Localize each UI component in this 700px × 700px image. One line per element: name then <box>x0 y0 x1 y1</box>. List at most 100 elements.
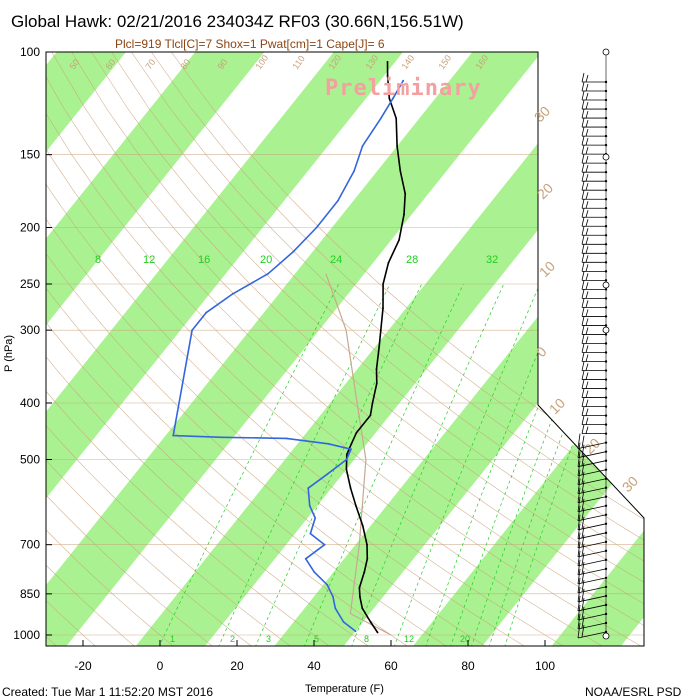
wind-barb-flag <box>581 406 585 416</box>
wind-barb-flag <box>581 352 585 362</box>
dry-adiabat-label: 60 <box>103 57 117 71</box>
wind-barb-flag <box>585 174 589 182</box>
dewpoint-point <box>354 630 357 633</box>
wind-barb <box>577 514 607 522</box>
wind-barb-flag <box>577 613 581 630</box>
wind-barb-flag <box>581 379 585 389</box>
wind-barb <box>577 451 607 459</box>
dewpoint-point <box>342 621 345 623</box>
dry-adiabat-line <box>46 76 644 626</box>
y-tick-label: 250 <box>20 277 40 291</box>
wind-barb-point <box>604 252 608 255</box>
wind-barb-flag <box>581 244 585 254</box>
calm-wind-circle <box>602 326 610 334</box>
wind-barb-point <box>604 225 608 228</box>
wind-barb-flag <box>577 622 581 639</box>
dewpoint-point <box>392 97 394 100</box>
temperature-point <box>366 543 368 546</box>
isotherm-band <box>274 183 644 646</box>
wind-barb-flag <box>581 163 585 173</box>
wind-barb-flag <box>577 451 581 467</box>
temperature-point <box>355 504 357 507</box>
wind-barb-flag <box>581 570 585 583</box>
mixing-ratio-line <box>218 283 391 646</box>
y-tick-label: 1000 <box>13 628 40 642</box>
dewpoint-point <box>313 571 316 573</box>
temperature-point <box>355 431 358 434</box>
temperature-point <box>395 117 398 120</box>
wind-barb-flag <box>585 345 589 353</box>
wind-barb-flag <box>581 424 585 434</box>
mixing-ratio-line <box>425 283 567 646</box>
dry-adiabat-line <box>46 425 291 646</box>
wind-barb-point <box>604 288 608 291</box>
isotherm-band <box>46 52 404 499</box>
dewpoint-point <box>304 557 307 560</box>
wind-barb-flag <box>581 370 585 380</box>
x-tick-label: 100 <box>535 659 555 673</box>
wind-barb-flag <box>581 525 585 538</box>
wind-barb-point <box>604 477 608 480</box>
wind-barb-flag <box>581 190 585 200</box>
wind-barb <box>577 604 607 612</box>
dewpoint-point <box>327 442 330 445</box>
y-tick-label: 200 <box>20 221 40 235</box>
wind-barb-point <box>604 576 608 580</box>
wind-barb-flag <box>577 541 581 557</box>
wind-barb-flag <box>585 147 589 155</box>
wind-barb <box>577 532 607 540</box>
wind-barb-point <box>604 486 608 489</box>
wind-barb-point <box>604 603 608 607</box>
dewpoint-point <box>307 487 310 490</box>
dry-adiabat-line <box>46 113 642 646</box>
x-tick-label: 80 <box>461 659 475 673</box>
wind-barb-flag <box>581 145 585 155</box>
wind-barb-flag <box>585 156 589 164</box>
created-timestamp: Created: Tue Mar 1 11:52:20 MST 2016 <box>2 685 213 699</box>
temperature-point <box>366 557 369 560</box>
wind-barb-flag <box>585 336 589 344</box>
wind-barb-point <box>604 161 608 165</box>
calm-wind-circle <box>602 153 610 161</box>
dewpoint-point <box>334 607 337 610</box>
wind-barb-flag <box>585 399 589 407</box>
wind-barb-flag <box>585 219 589 227</box>
dry-adiabat-line <box>46 183 564 646</box>
wind-barb <box>577 550 607 558</box>
wind-barb <box>577 577 607 585</box>
wind-barb-flag <box>585 192 589 200</box>
wind-barb-flag <box>585 408 589 416</box>
wind-barb-flag <box>581 208 585 218</box>
wind-barb-flag <box>581 226 585 236</box>
wind-barb-flag <box>581 361 585 371</box>
wind-barb-point <box>604 279 608 282</box>
mixing-ratio-line <box>255 283 423 646</box>
parcel-line <box>325 273 392 636</box>
wind-barb <box>577 442 607 450</box>
wind-barb-flag <box>581 606 585 620</box>
wind-barb-point <box>604 630 608 634</box>
wind-barb-point <box>604 432 608 435</box>
wind-barb-point <box>604 188 608 192</box>
wind-barb-flag <box>581 624 585 638</box>
wind-barb-flag <box>581 444 585 457</box>
wind-barb-point <box>604 549 608 553</box>
dewpoint-point <box>205 311 208 314</box>
wind-barb-point <box>604 522 608 526</box>
wind-barb-flag <box>581 471 585 484</box>
wind-barb-flag <box>577 604 581 621</box>
x-tick-label: -20 <box>74 659 92 673</box>
wind-barb-flag <box>581 253 585 263</box>
dewpoint-point <box>326 473 328 476</box>
y-tick-label: 300 <box>20 323 40 337</box>
wind-barb-flag <box>581 217 585 227</box>
x-axis-label: Temperature (F) <box>305 683 384 695</box>
wind-barb-flag <box>585 426 589 434</box>
wind-barb-flag <box>581 480 585 493</box>
wind-barb-flag <box>581 507 585 520</box>
wind-barb-flag <box>581 72 585 83</box>
temperature-point <box>358 586 361 589</box>
temperature-point <box>375 382 378 385</box>
wind-barb-flag <box>585 255 589 263</box>
